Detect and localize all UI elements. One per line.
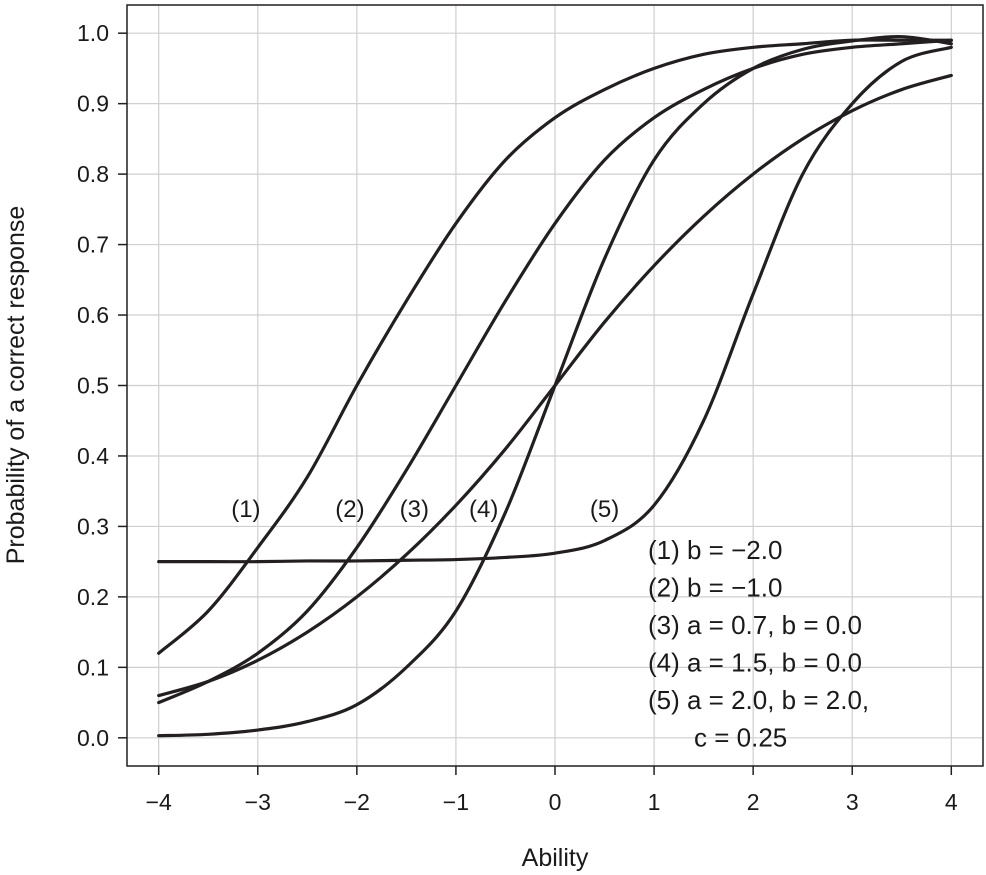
legend-line-3: (3) a = 0.7, b = 0.0 [648,610,862,640]
curve-label-3: (3) [400,496,429,523]
y-tick-label: 0.8 [77,161,109,187]
y-tick-label: 1.0 [77,20,109,46]
x-tick-label: 0 [549,789,562,815]
legend-line-2: (2) b = −1.0 [648,573,782,603]
y-tick-label: 0.4 [77,443,109,469]
x-axis-title: Ability [522,844,589,872]
x-tick-label: −3 [245,789,271,815]
curve-1 [157,38,953,655]
curve-label-5: (5) [590,496,619,523]
y-tick-label: 0.9 [77,91,109,117]
legend-line-4: (4) a = 1.5, b = 0.0 [648,648,862,678]
y-tick-label: 0.1 [77,654,109,680]
curve-label-1: (1) [231,496,260,523]
legend-line-1: (1) b = −2.0 [648,535,782,565]
y-axis-title: Probability of a correct response [2,206,30,565]
tick-layer: −4 −3 −2 −1 0 1 2 3 4 0.0 0.1 0.2 0.3 0.4 0.5 0.6 0.7 0.8… [77,20,958,815]
y-tick-label: 0.7 [77,232,109,258]
x-tick-label: 1 [648,789,661,815]
y-tick-label: 0.3 [77,513,109,539]
curve-2 [157,38,953,705]
y-tick-label: 0.0 [77,725,109,751]
x-tick-label: 2 [747,789,760,815]
y-tick-label: 0.2 [77,584,109,610]
y-tick-label: 0.6 [77,302,109,328]
curve-4 [157,35,953,738]
curve-label-layer: (1) (2) (3) (4) (5) [231,496,619,523]
grid-layer [127,5,983,766]
curve-label-4: (4) [469,496,498,523]
x-tick-label: −2 [344,789,370,815]
legend-line-6: c = 0.25 [694,723,787,753]
legend-line-5: (5) a = 2.0, b = 2.0, [648,685,869,715]
x-tick-label: 4 [945,789,958,815]
legend: (1) b = −2.0 (2) b = −1.0 (3) a = 0.7, b =… [648,535,869,753]
curve-5 [157,45,953,564]
x-tick-label: −4 [146,789,172,815]
x-tick-label: 3 [846,789,859,815]
curve-layer [157,35,953,738]
y-tick-label: 0.5 [77,373,109,399]
curve-label-2: (2) [335,496,364,523]
x-tick-label: −1 [443,789,469,815]
